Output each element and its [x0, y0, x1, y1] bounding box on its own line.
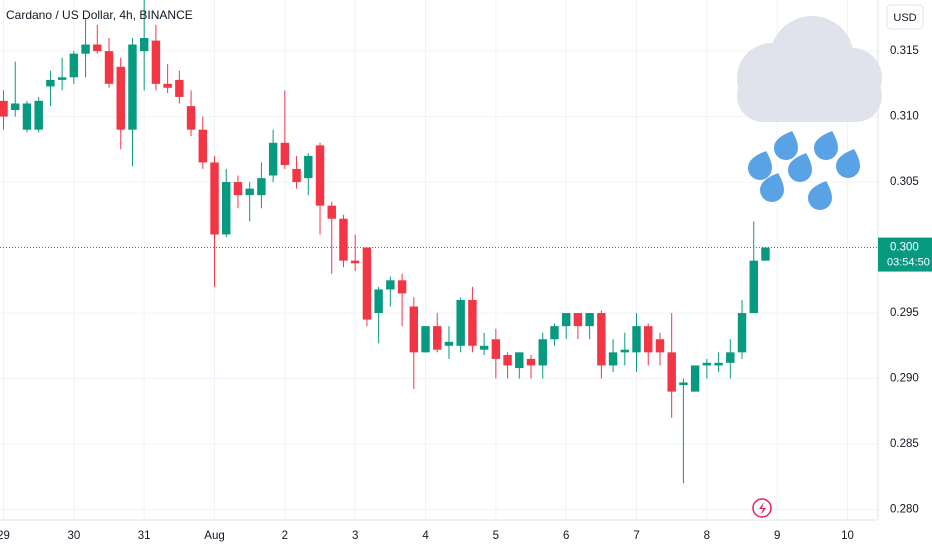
candle-body — [93, 44, 102, 52]
x-tick-label: 3 — [352, 530, 358, 542]
candle-body — [139, 37, 149, 52]
candle-body — [280, 142, 290, 166]
candle-body — [632, 326, 641, 353]
candle-body — [116, 66, 125, 130]
candle-body — [350, 260, 360, 264]
candle-body — [0, 100, 8, 117]
candle-body — [737, 313, 747, 353]
x-tick-label: 30 — [67, 530, 80, 542]
candle-body — [304, 155, 313, 179]
candle-body — [69, 53, 79, 78]
candle-body — [315, 145, 325, 206]
candle-body — [222, 182, 231, 235]
candle-body — [374, 289, 383, 314]
y-tick-label: 0.305 — [890, 176, 919, 188]
x-tick-label: 29 — [0, 530, 10, 542]
candle-body — [515, 352, 524, 369]
candle-body — [433, 326, 442, 350]
candle-body — [151, 40, 161, 84]
candle-body — [620, 349, 630, 353]
candle-body — [292, 168, 301, 183]
y-tick-label: 0.290 — [890, 373, 919, 385]
y-tick-label: 0.295 — [890, 307, 919, 319]
candle-body — [585, 313, 594, 327]
candle-body — [608, 352, 618, 366]
raindrops — [748, 131, 860, 210]
candle-body — [339, 218, 348, 261]
y-tick-label: 0.315 — [890, 45, 919, 57]
candle-body — [397, 280, 407, 294]
overlay: 0.300 03:54:50 — [0, 237, 932, 272]
x-tick-label: Aug — [204, 530, 224, 542]
countdown: 03:54:50 — [887, 256, 930, 268]
candle-body — [57, 77, 67, 80]
x-tick-label: 31 — [138, 530, 151, 542]
y-tick-label: 0.280 — [890, 504, 919, 516]
candle-body — [667, 352, 676, 392]
last-price-box — [878, 237, 932, 272]
y-tick-label: 0.285 — [890, 438, 919, 450]
x-tick-label: 9 — [774, 530, 780, 542]
candle-body — [714, 362, 723, 366]
candle-body — [503, 354, 512, 366]
last-price-label: 0.300 — [890, 242, 919, 254]
candle-body — [679, 382, 688, 386]
candle-body — [561, 313, 571, 327]
candle-body — [409, 306, 419, 353]
candle-body — [702, 362, 712, 366]
rain-cloud — [737, 16, 882, 122]
candle-body — [726, 352, 735, 363]
candle-body — [690, 365, 700, 392]
candle-body — [573, 313, 583, 327]
candle-body — [491, 339, 501, 359]
candle-body — [655, 339, 665, 353]
candle-body — [34, 100, 43, 130]
x-tick-label: 7 — [633, 530, 639, 542]
x-tick-label: 2 — [282, 530, 288, 542]
x-tick-label: 5 — [493, 530, 499, 542]
candle-body — [644, 326, 653, 353]
candle-body — [268, 142, 278, 176]
candles — [0, 0, 770, 484]
x-tick-label: 8 — [704, 530, 710, 542]
candle-body — [362, 247, 372, 320]
candle-body — [128, 44, 137, 130]
candle-body — [186, 106, 196, 130]
event-icon[interactable] — [752, 498, 772, 518]
candle-body — [526, 358, 536, 366]
x-tick-label: 10 — [841, 530, 854, 542]
currency-box[interactable] — [886, 4, 924, 30]
candle-body — [210, 162, 219, 235]
y-tick-label: 0.310 — [890, 111, 919, 123]
candle-body — [444, 341, 454, 346]
candle-body — [421, 326, 430, 353]
chart-title: Cardano / US Dollar, 4h, BINANCE — [6, 8, 193, 22]
candle-body — [46, 79, 55, 87]
candle-body — [257, 178, 266, 196]
x-tick-label: 6 — [563, 530, 569, 542]
candle-body — [479, 345, 489, 350]
candle-body — [761, 247, 770, 261]
candle-body — [386, 280, 395, 290]
candle-body — [550, 326, 559, 340]
candle-body — [163, 83, 172, 88]
candle-body — [233, 182, 243, 196]
candle-body — [327, 205, 336, 219]
candle-body — [22, 103, 32, 130]
candle-body — [104, 51, 114, 84]
candle-body — [81, 44, 90, 54]
candle-body — [198, 129, 208, 163]
candle-body — [538, 339, 547, 366]
candle-body — [175, 79, 184, 97]
candle-body — [245, 188, 254, 196]
candle-body — [597, 313, 606, 366]
candle-body — [456, 299, 465, 346]
candle-body — [749, 260, 758, 314]
x-tick-label: 4 — [422, 530, 429, 542]
candle-body — [11, 103, 20, 111]
currency: USD — [893, 12, 916, 24]
candle-body — [468, 299, 477, 346]
